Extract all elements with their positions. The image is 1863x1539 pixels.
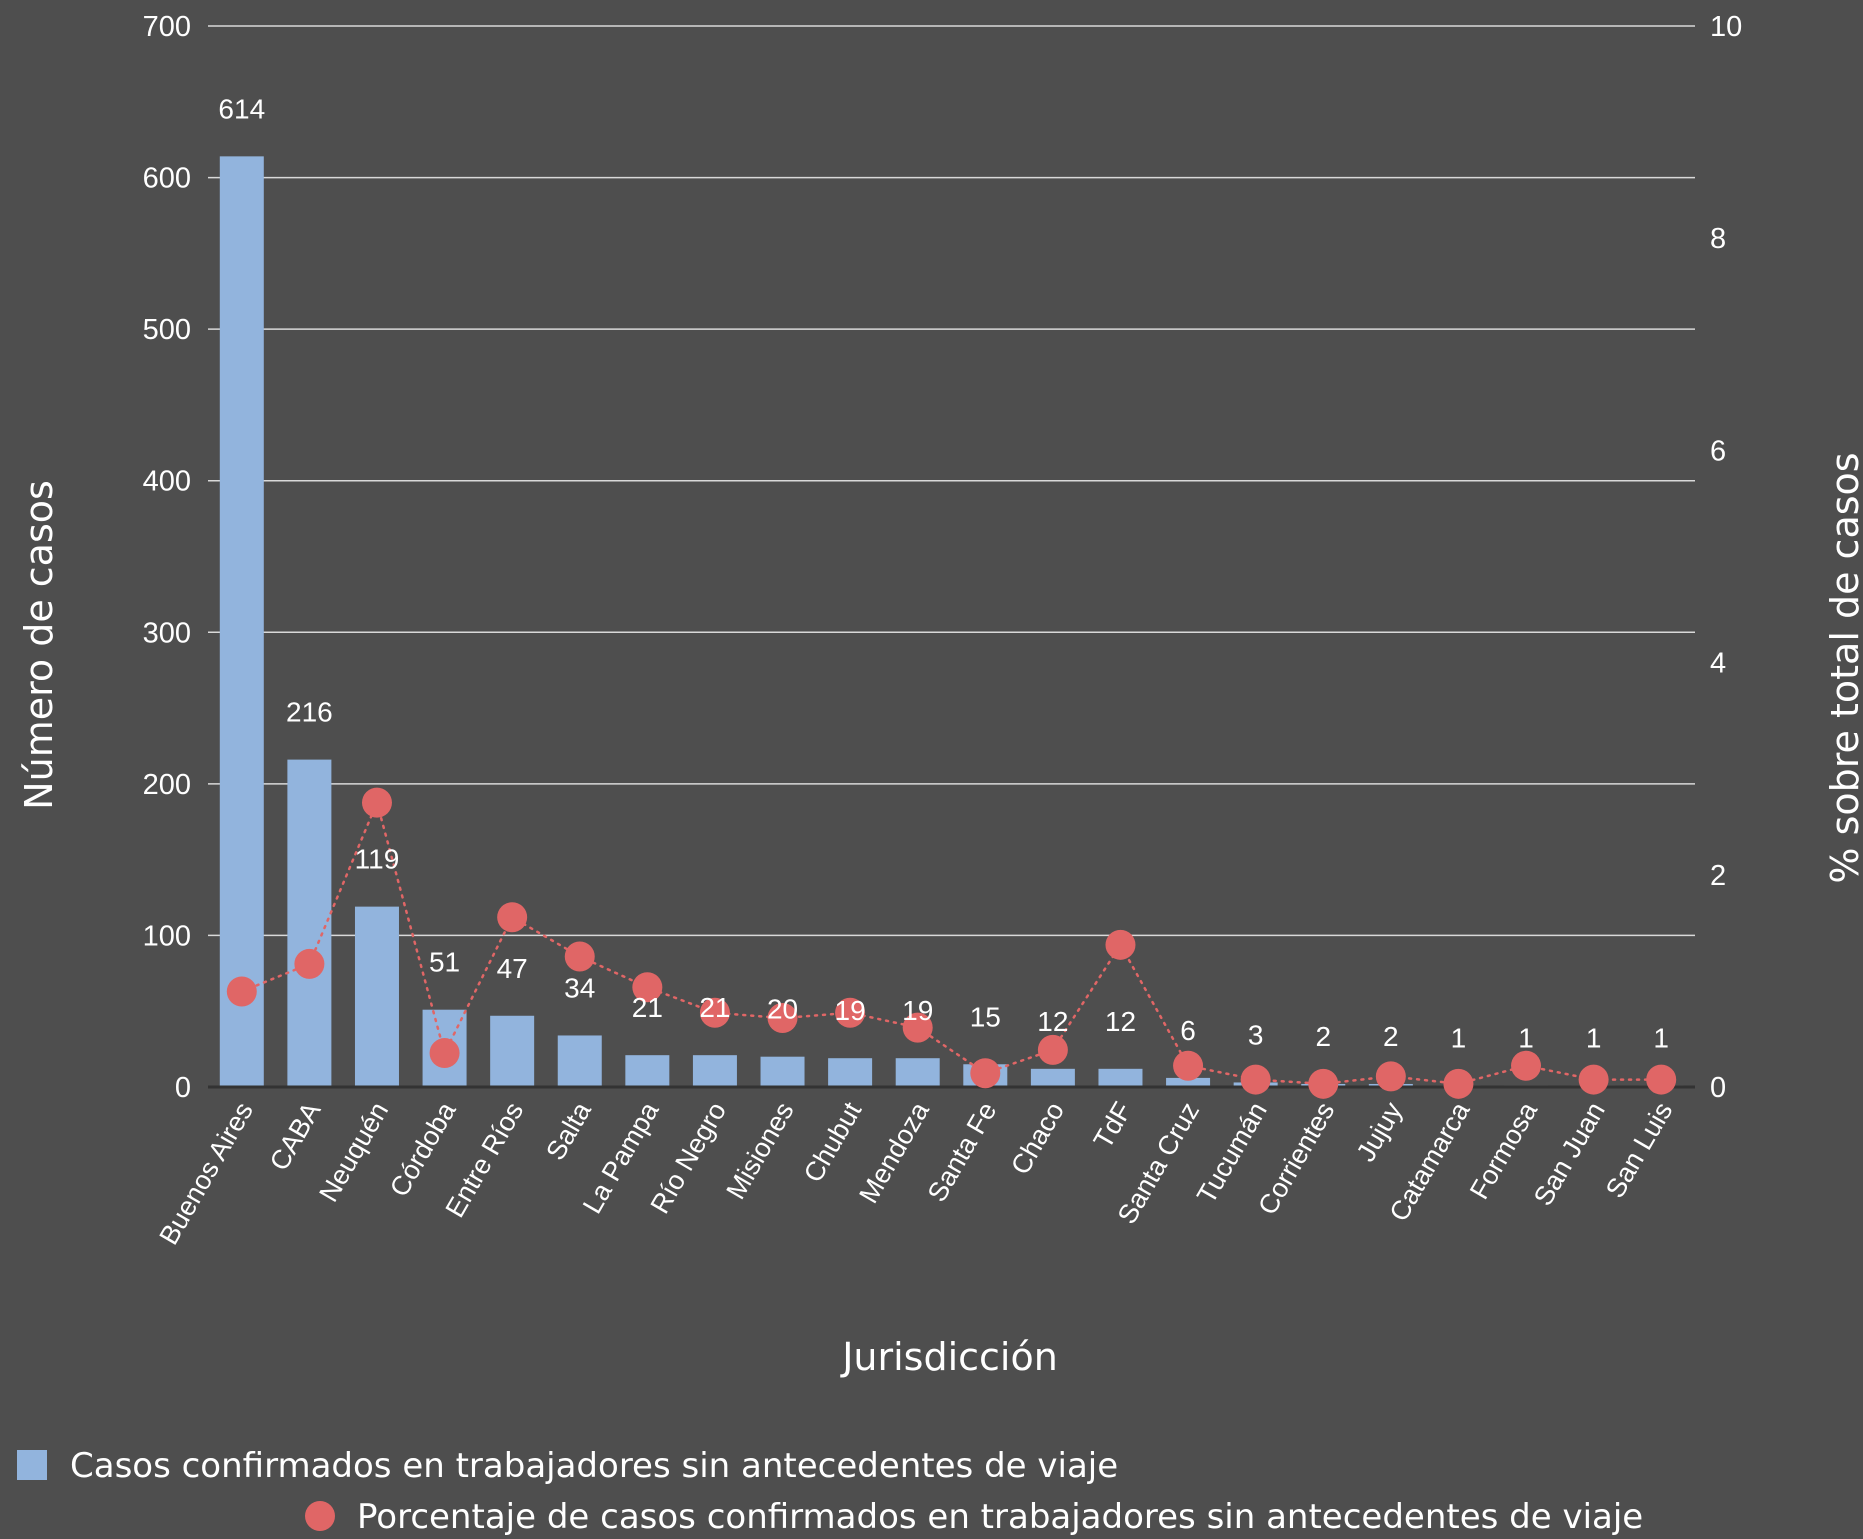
bar-value-label: 34	[564, 972, 595, 1003]
y2-tick-label: 0	[1710, 1072, 1726, 1104]
bar-value-label: 216	[286, 697, 333, 728]
y-tick-label: 600	[143, 163, 191, 195]
percent-point	[1443, 1068, 1474, 1099]
x-tick-label: San Luis	[1600, 1097, 1679, 1203]
percent-point	[429, 1038, 460, 1069]
x-axis-title: Jurisdicción	[840, 1335, 1058, 1379]
y2-axis-ticks: 0 2 4 6 8 10	[1710, 11, 1742, 1104]
y-tick-label: 500	[143, 314, 191, 346]
x-tick-label: Buenos Aires	[153, 1097, 259, 1250]
percent-point	[970, 1058, 1001, 1089]
x-tick-label: TdF	[1088, 1097, 1138, 1154]
bar-value-label: 47	[497, 953, 528, 984]
y2-tick-label: 4	[1710, 648, 1726, 680]
percent-point	[835, 997, 866, 1028]
percent-point	[226, 976, 257, 1007]
x-tick-label: Misiones	[720, 1097, 799, 1204]
percent-point	[564, 941, 595, 972]
bar	[828, 1058, 873, 1087]
y-axis-title: Número de casos	[17, 480, 61, 810]
percent-point	[1240, 1064, 1271, 1095]
bar-value-label: 21	[632, 992, 663, 1023]
x-tick-label: Chubut	[798, 1097, 868, 1188]
bar-value-label: 12	[1105, 1006, 1136, 1037]
legend-line-label: Porcentaje de casos confirmados en traba…	[357, 1497, 1643, 1537]
y-tick-label: 200	[143, 769, 191, 801]
bar-value-label: 1	[1451, 1022, 1467, 1053]
legend-line-swatch	[305, 1501, 335, 1531]
bar-value-label: 614	[218, 93, 265, 124]
bar	[557, 1035, 602, 1087]
percent-point	[632, 972, 663, 1003]
bar	[354, 906, 399, 1087]
percent-point	[1105, 929, 1136, 960]
bar-value-label: 1	[1518, 1022, 1534, 1053]
y2-tick-label: 2	[1710, 860, 1726, 892]
y-tick-label: 700	[143, 11, 191, 43]
bars	[219, 156, 1684, 1087]
bar-value-label: 119	[355, 844, 400, 875]
y2-tick-label: 6	[1710, 435, 1726, 467]
y-axis-ticks: 0 100 200 300 400 500 600 700	[143, 11, 191, 1104]
bar-value-label: 19	[835, 995, 866, 1026]
percent-point	[1646, 1064, 1677, 1095]
percent-point	[1308, 1068, 1339, 1099]
percent-point	[767, 1003, 798, 1034]
bar-value-label: 15	[970, 1001, 1001, 1032]
bar-value-label: 1	[1586, 1022, 1602, 1053]
bar-value-label: 21	[699, 992, 730, 1023]
bar	[760, 1056, 805, 1087]
percent-series-line	[240, 798, 1663, 1086]
bar	[692, 1055, 737, 1087]
bar-value-label: 12	[1037, 1006, 1068, 1037]
bar	[1098, 1068, 1143, 1087]
percent-point	[361, 787, 392, 818]
y-tick-label: 0	[175, 1072, 191, 1104]
bar-value-label: 19	[902, 995, 933, 1026]
y-tick-label: 400	[143, 466, 191, 498]
y2-tick-label: 8	[1710, 223, 1726, 255]
x-tick-label: Salta	[540, 1096, 597, 1165]
x-tick-label: Jujuy	[1351, 1097, 1409, 1167]
percent-point	[1375, 1061, 1406, 1092]
bar	[219, 156, 264, 1087]
y-tick-label: 300	[143, 617, 191, 649]
bar	[1166, 1077, 1211, 1087]
bar	[1030, 1068, 1075, 1087]
legend-bar-label: Casos confirmados en trabajadores sin an…	[70, 1446, 1118, 1486]
bar-value-label: 20	[767, 994, 798, 1025]
bar-value-label: 6	[1180, 1015, 1196, 1046]
percent-point	[699, 997, 730, 1028]
gridlines	[208, 25, 1695, 937]
legend: Casos confirmados en trabajadores sin an…	[17, 1446, 1643, 1537]
bar-value-label: 3	[1248, 1019, 1264, 1050]
y-tick-label: 100	[143, 920, 191, 952]
bar-value-label: 51	[429, 947, 460, 978]
percent-point	[497, 902, 528, 933]
percent-point	[1511, 1050, 1542, 1081]
percent-line	[226, 787, 1677, 1099]
percent-point	[294, 948, 325, 979]
legend-bar-swatch	[17, 1450, 47, 1480]
bar	[287, 759, 332, 1087]
bar-value-label: 2	[1383, 1021, 1399, 1052]
bar-value-label: 2	[1315, 1021, 1331, 1052]
x-tick-label: CABA	[264, 1097, 327, 1176]
bar	[625, 1055, 670, 1087]
y2-tick-label: 10	[1710, 11, 1742, 43]
bar	[490, 1015, 535, 1087]
x-tick-label: Chaco	[1005, 1097, 1070, 1180]
bar	[895, 1058, 940, 1087]
y2-axis-title: % sobre total de casos	[1823, 452, 1863, 883]
percent-point	[1037, 1034, 1068, 1065]
percent-point	[902, 1012, 933, 1043]
percent-point	[1578, 1064, 1609, 1095]
bar-value-label: 1	[1653, 1022, 1669, 1053]
x-tick-label: Córdoba	[384, 1096, 462, 1202]
percent-point	[1173, 1050, 1204, 1081]
